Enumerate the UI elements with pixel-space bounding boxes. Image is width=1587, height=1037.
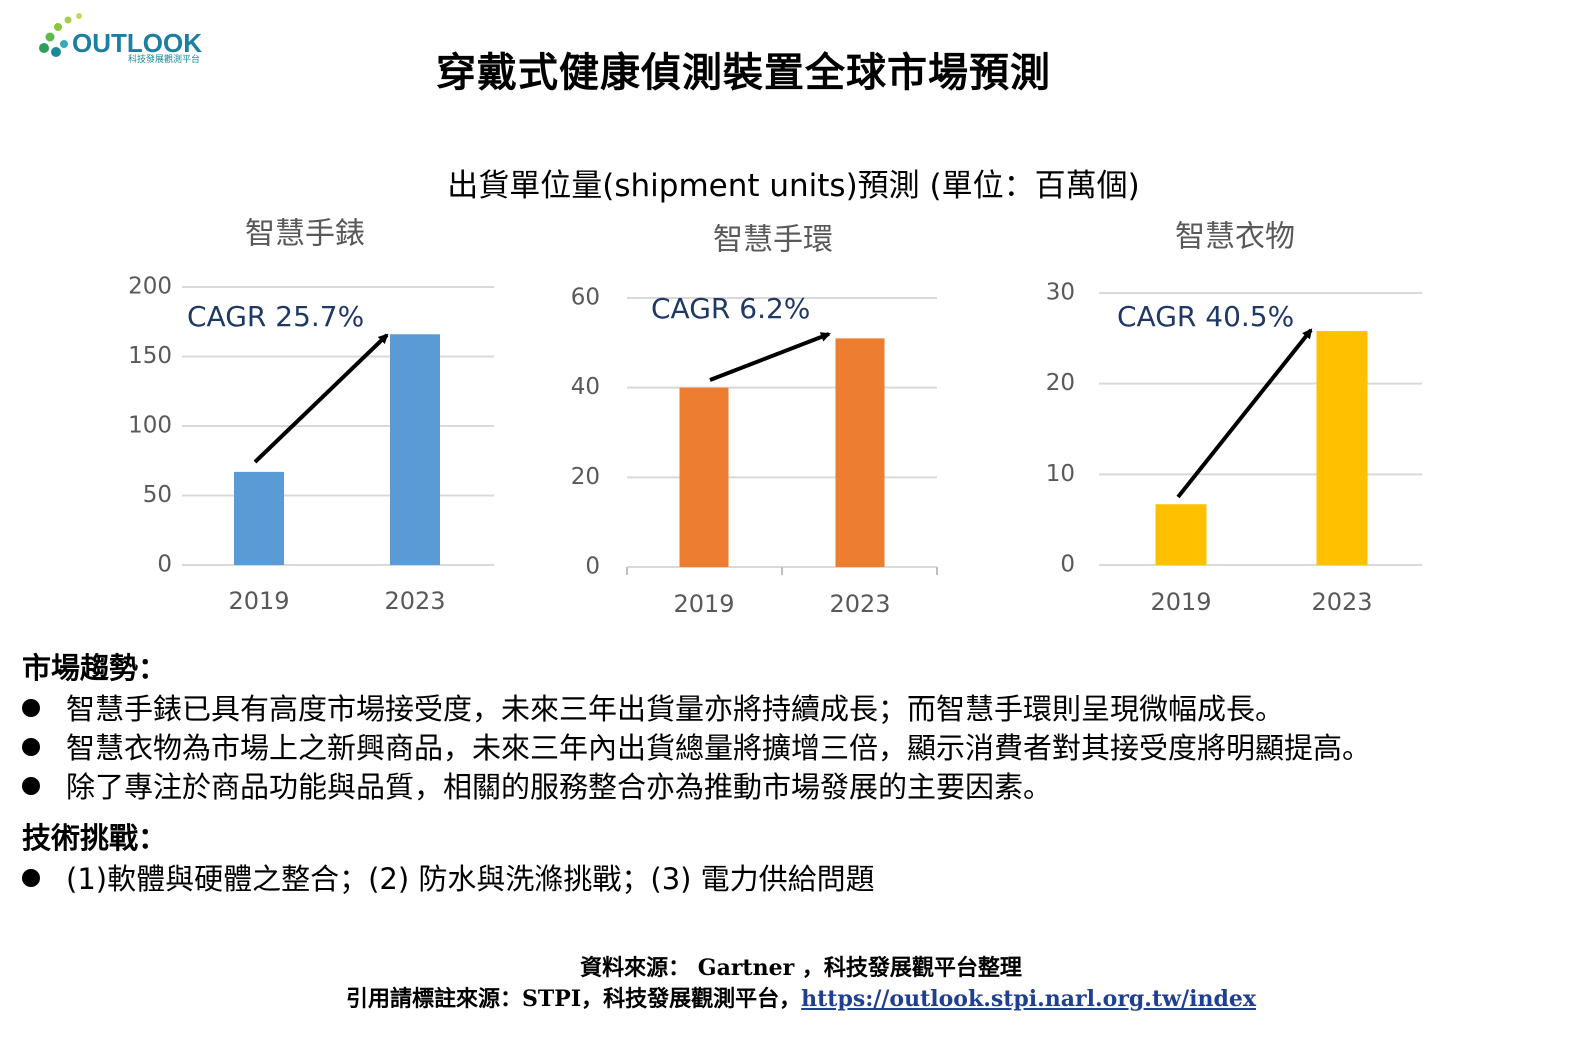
- bar: [1155, 504, 1207, 565]
- tech-challenge-item: (1)軟體與硬體之整合；(2) 防水與洗滌挑戰；(3) 電力供給問題: [22, 856, 875, 898]
- y-tick-label: 0: [1060, 552, 1075, 578]
- bar: [835, 338, 885, 567]
- bar: [1316, 331, 1368, 565]
- source-line: 資料來源： Gartner ，科技發展觀平台整理: [580, 955, 1022, 981]
- y-tick-label: 0: [585, 554, 600, 580]
- bullet-icon: [22, 738, 40, 756]
- y-tick-label: 40: [571, 374, 600, 400]
- x-tick-label: 2019: [228, 587, 289, 615]
- y-tick-label: 0: [157, 552, 172, 578]
- x-tick-label: 2019: [673, 590, 734, 618]
- bullet-icon: [22, 777, 40, 795]
- chart-subtitle: 出貨單位量(shipment units)預測 (單位：百萬個): [447, 168, 1140, 204]
- y-tick-label: 200: [128, 274, 172, 300]
- y-tick-label: 150: [128, 343, 172, 369]
- market-trend-item: 除了專注於商品功能與品質，相關的服務整合亦為推動市場發展的主要因素。: [22, 764, 1052, 806]
- x-tick-label: 2023: [1311, 588, 1372, 616]
- growth-arrow: [253, 333, 389, 464]
- logo-graphic: OUTLOOK: [39, 13, 202, 58]
- chart-title: 智慧手環: [713, 223, 833, 258]
- svg-text:OUTLOOK: OUTLOOK: [72, 28, 202, 58]
- market-trend-item: 智慧衣物為市場上之新興商品，未來三年內出貨總量將擴增三倍，顯示消費者對其接受度將…: [22, 725, 1371, 767]
- market-trends-heading: 市場趨勢：: [22, 651, 168, 685]
- logo-subtext: 科技發展觀測平台: [128, 55, 201, 65]
- growth-arrow: [709, 332, 831, 382]
- y-tick-label: 10: [1046, 461, 1075, 487]
- market-trend-item: 智慧手錶已具有高度市場接受度，未來三年出貨量亦將持續成長；而智慧手環則呈現微幅成…: [22, 686, 1284, 728]
- source-link[interactable]: https://outlook.stpi.narl.org.tw/index: [801, 986, 1256, 1012]
- bar: [679, 387, 729, 567]
- y-tick-label: 60: [571, 285, 600, 311]
- citation-line: 引用請標註來源：STPI，科技發展觀測平台，https://outlook.st…: [346, 986, 1256, 1012]
- page-title: 穿戴式健康偵測裝置全球市場預測: [436, 50, 1051, 96]
- x-tick-label: 2019: [1150, 588, 1211, 616]
- x-tick-label: 2023: [384, 587, 445, 615]
- growth-arrow: [1176, 328, 1313, 499]
- x-tick-label: 2023: [829, 590, 890, 618]
- y-tick-label: 50: [143, 482, 172, 508]
- chart-title: 智慧衣物: [1175, 220, 1295, 255]
- bar: [234, 471, 284, 565]
- tech-challenges-heading: 技術挑戰：: [22, 821, 168, 855]
- cagr-annotation: CAGR 6.2%: [651, 292, 810, 325]
- cagr-annotation: CAGR 25.7%: [187, 300, 364, 333]
- y-tick-label: 20: [571, 464, 600, 490]
- y-tick-label: 20: [1046, 370, 1075, 396]
- outlook-logo: OUTLOOK: [36, 8, 211, 70]
- cagr-annotation: CAGR 40.5%: [1117, 300, 1294, 333]
- chart-title: 智慧手錶: [245, 217, 365, 252]
- y-tick-label: 100: [128, 413, 172, 439]
- bullet-icon: [22, 869, 40, 887]
- bullet-icon: [22, 699, 40, 717]
- bar: [390, 334, 440, 565]
- y-tick-label: 30: [1046, 280, 1075, 306]
